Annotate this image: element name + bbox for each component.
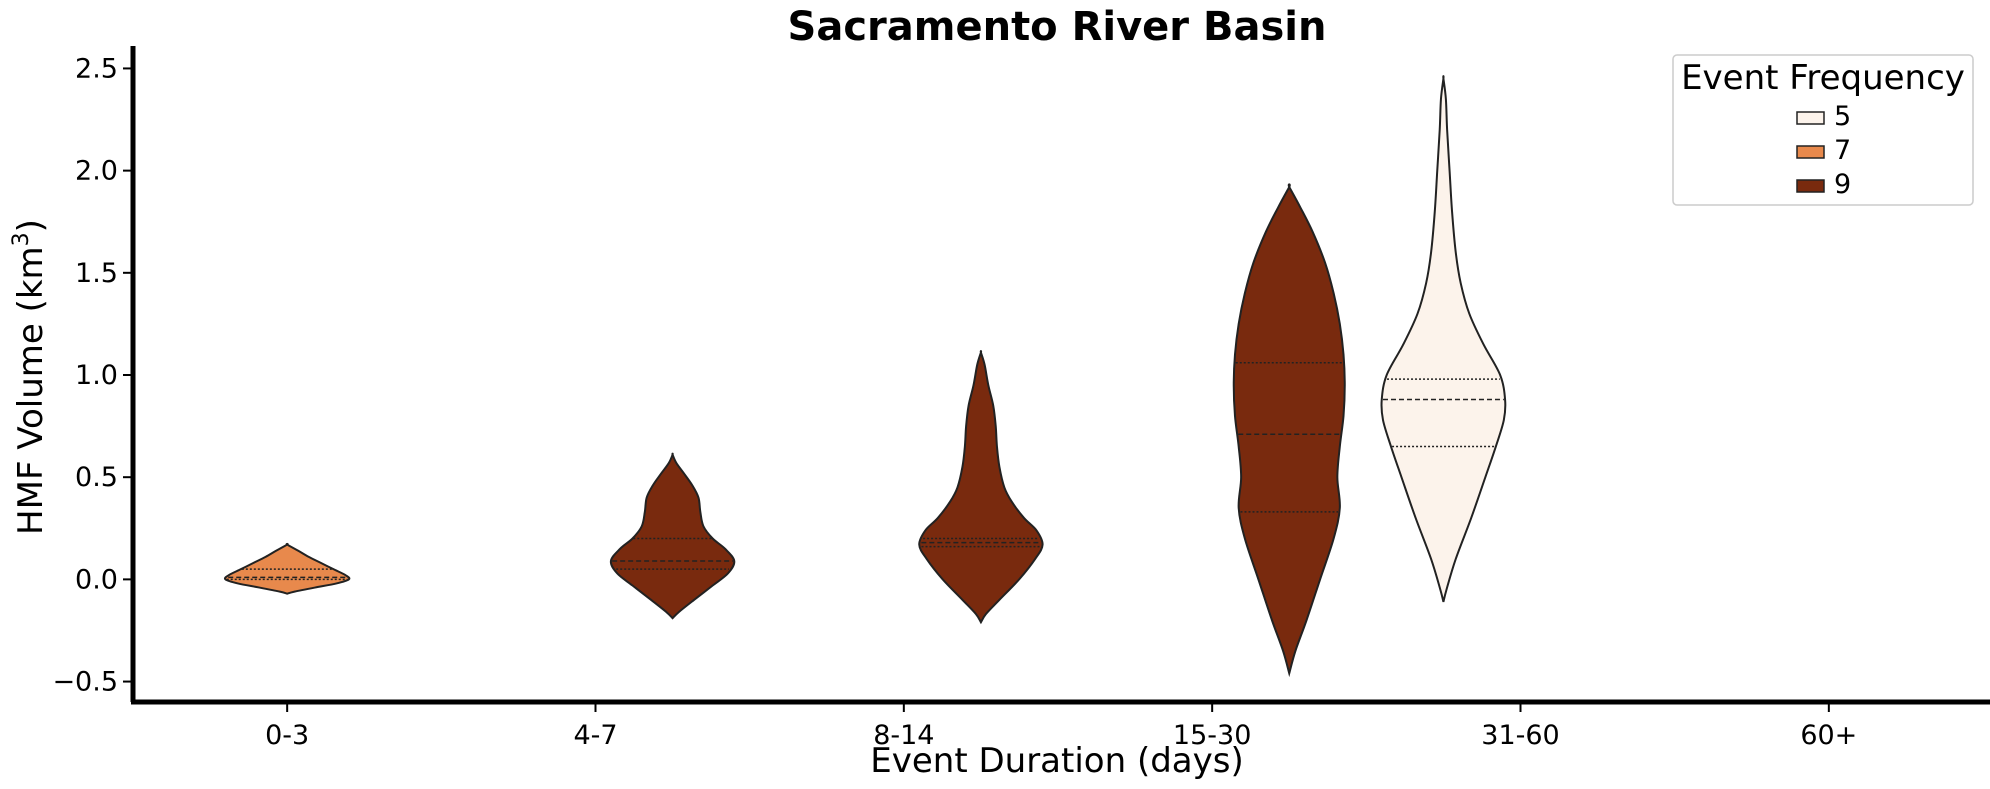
x-tick-label: 15-30 <box>1173 720 1251 751</box>
x-tick-label: 31-60 <box>1481 720 1559 751</box>
violin-body <box>918 349 1044 625</box>
x-tick-label: 0-3 <box>265 720 309 751</box>
y-tick-label: −0.5 <box>52 667 118 698</box>
y-axis-label-close: ) <box>11 219 51 232</box>
y-tick-label: 2.5 <box>75 53 118 84</box>
legend-label: 9 <box>1834 169 1851 200</box>
x-tick-label: 8-14 <box>873 720 934 751</box>
x-axis-label: Event Duration (days) <box>870 741 1243 781</box>
violin-4-7-freq-9 <box>609 452 736 620</box>
legend-title: Event Frequency <box>1681 58 1965 98</box>
y-axis-label: HMF Volume (km3) <box>9 219 51 535</box>
y-tick-label: 1.0 <box>75 360 118 391</box>
x-tick-label: 60+ <box>1800 720 1857 751</box>
legend: Event Frequency 579 <box>1672 54 1974 206</box>
y-tick-label: 0.0 <box>75 564 118 595</box>
y-axis-label-superscript: 3 <box>9 232 34 246</box>
violin-body <box>609 452 736 620</box>
legend-label: 5 <box>1834 101 1851 132</box>
x-axis: 0-3 4-7 8-14 15-30 31-60 60+ <box>131 699 1990 751</box>
legend-swatch <box>1796 111 1825 125</box>
legend-frame <box>1672 54 1974 206</box>
y-tick-label: 0.5 <box>75 462 118 493</box>
y-tick-label: 2.0 <box>75 156 118 187</box>
violin-body <box>1232 183 1346 678</box>
violin-15-30-freq-9 <box>1232 183 1346 678</box>
y-axis: −0.5 0.0 0.5 1.0 1.5 2.0 2.5 <box>52 46 136 702</box>
chart-title: Sacramento River Basin <box>788 4 1327 50</box>
violin-body <box>1380 75 1507 603</box>
plot-area <box>223 75 1507 678</box>
violin-8-14-freq-9 <box>918 349 1044 625</box>
y-tick-label: 1.5 <box>75 258 118 289</box>
legend-swatch <box>1796 145 1825 159</box>
y-axis-label-main: HMF Volume (km <box>11 246 51 535</box>
x-tick-label: 4-7 <box>573 720 617 751</box>
violin-31-60-freq-5 <box>1380 75 1507 603</box>
legend-entries: 579 <box>1796 101 1851 200</box>
violin-0-3-freq-7 <box>223 542 351 595</box>
legend-label: 7 <box>1834 135 1851 166</box>
legend-swatch <box>1796 179 1825 193</box>
